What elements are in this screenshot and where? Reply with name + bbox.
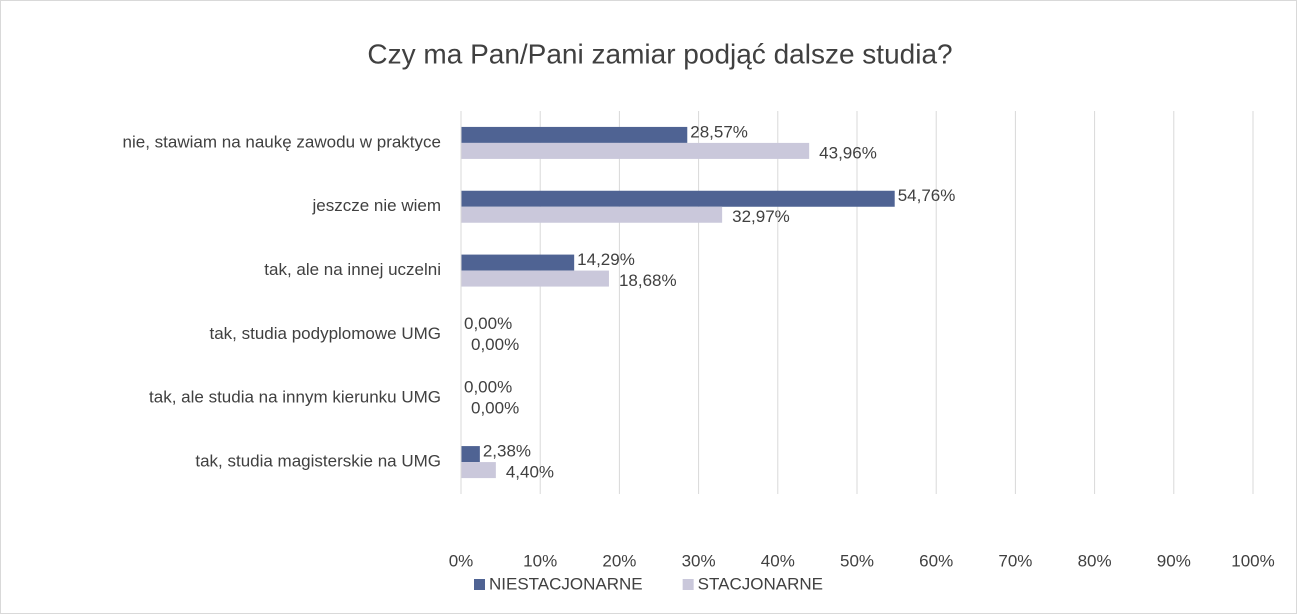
bar — [461, 446, 480, 463]
x-tick-label: 70% — [998, 551, 1032, 570]
value-label: 0,00% — [464, 378, 512, 397]
x-tick-label: 10% — [523, 551, 557, 570]
legend-swatch — [474, 579, 485, 590]
y-tick-label: tak, ale na innej uczelni — [264, 260, 441, 279]
legend-label: STACJONARNE — [698, 574, 823, 593]
bar — [461, 190, 895, 207]
value-label: 14,29% — [577, 250, 635, 269]
y-tick-label: tak, studia podyplomowe UMG — [210, 324, 442, 343]
value-label: 43,96% — [819, 143, 877, 162]
value-label: 18,68% — [619, 271, 677, 290]
value-label: 4,40% — [506, 463, 554, 482]
x-tick-label: 20% — [602, 551, 636, 570]
y-tick-label: tak, ale studia na innym kierunku UMG — [149, 388, 441, 407]
bar — [461, 270, 609, 287]
x-tick-label: 0% — [449, 551, 474, 570]
x-tick-label: 80% — [1078, 551, 1112, 570]
y-tick-label: tak, studia magisterskie na UMG — [195, 452, 441, 471]
bar — [461, 462, 496, 479]
value-label: 0,00% — [471, 335, 519, 354]
legend-swatch — [682, 579, 694, 590]
chart-title: Czy ma Pan/Pani zamiar podjąć dalsze stu… — [367, 38, 952, 69]
x-tick-label: 100% — [1231, 551, 1274, 570]
legend-label: NIESTACJONARNE — [489, 574, 643, 593]
value-label: 54,76% — [898, 186, 956, 205]
value-label: 32,97% — [732, 207, 790, 226]
bar — [461, 254, 575, 271]
x-tick-label: 60% — [919, 551, 953, 570]
x-tick-label: 50% — [840, 551, 874, 570]
y-tick-label: jeszcze nie wiem — [312, 196, 442, 215]
value-label: 0,00% — [471, 399, 519, 418]
bar — [461, 206, 723, 223]
x-tick-label: 40% — [761, 551, 795, 570]
y-tick-label: nie, stawiam na naukę zawodu w praktyce — [123, 132, 441, 151]
x-tick-label: 30% — [682, 551, 716, 570]
x-tick-label: 90% — [1157, 551, 1191, 570]
value-label: 0,00% — [464, 314, 512, 333]
bar — [461, 142, 810, 159]
bar — [461, 126, 688, 143]
value-label: 2,38% — [483, 442, 531, 461]
value-label: 28,57% — [690, 122, 748, 141]
